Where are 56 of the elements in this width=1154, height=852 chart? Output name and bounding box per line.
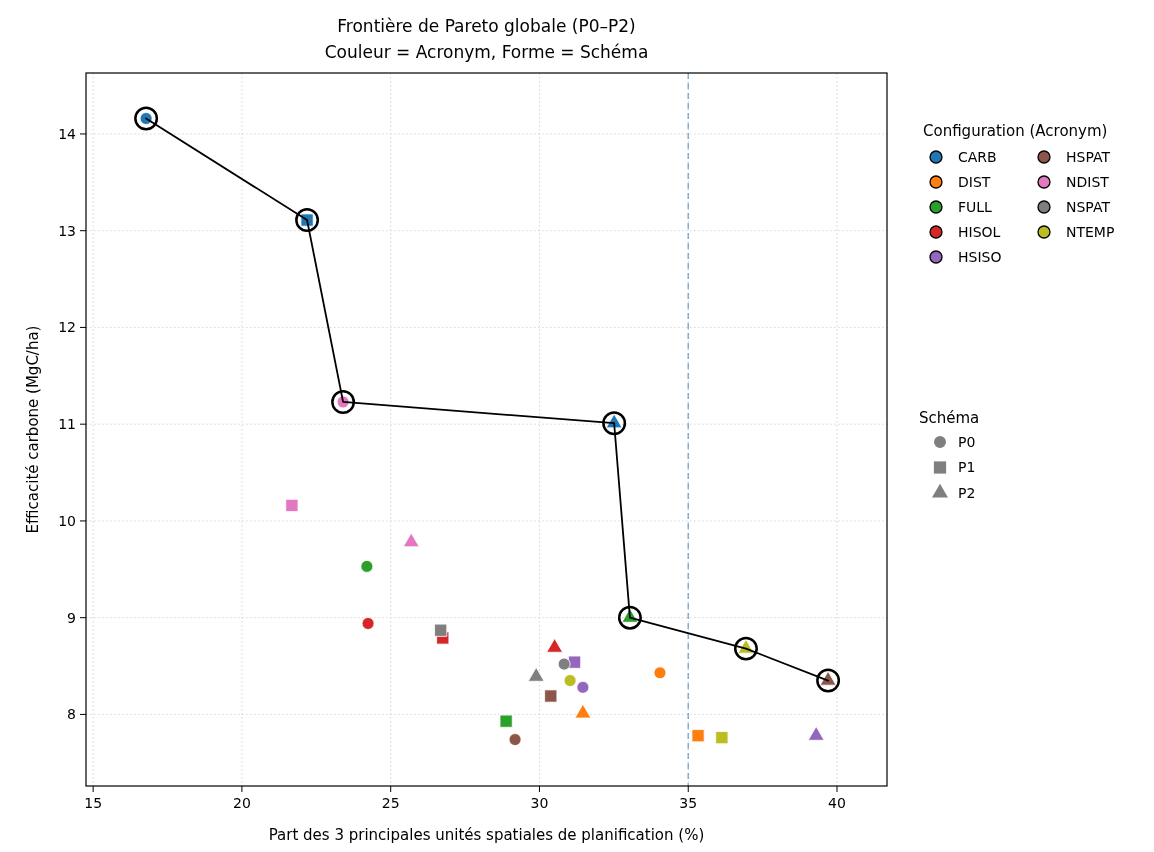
x-tick-label: 25: [381, 795, 400, 811]
legend-label: HISOL: [958, 223, 1001, 240]
x-tick-label: 40: [828, 795, 846, 811]
point: [434, 623, 448, 637]
point: [574, 703, 592, 719]
x-axis-title: Part des 3 principales unités spatiales de planification (%): [268, 826, 705, 844]
x-tick-label: 35: [679, 795, 698, 811]
y-tick-label: 10: [58, 512, 76, 529]
point: [134, 106, 159, 131]
point: [563, 674, 577, 687]
point: [733, 636, 758, 661]
y-tick-label: 14: [58, 125, 77, 142]
legend-label: HSPAT: [1066, 148, 1111, 165]
point: [546, 638, 564, 653]
point: [360, 560, 374, 573]
point: [499, 714, 513, 728]
point: [544, 689, 558, 703]
y-tick-label: 11: [58, 416, 76, 433]
point: [816, 668, 841, 693]
y-tick-label: 8: [67, 706, 76, 723]
point: [807, 726, 825, 741]
point: [602, 411, 627, 436]
point: [402, 532, 420, 548]
legend-label: NDIST: [1066, 173, 1110, 190]
point: [508, 733, 522, 746]
point: [653, 666, 667, 680]
chart-title: Frontière de Pareto globale (P0–P2): [337, 16, 636, 36]
y-tick-label: 13: [58, 222, 76, 239]
legend-label: HSISO: [958, 248, 1002, 265]
point: [285, 498, 299, 512]
legend-label: NTEMP: [1066, 223, 1115, 240]
text: Schéma: [919, 409, 980, 427]
legend-label: FULL: [958, 198, 993, 215]
text: P2: [958, 484, 976, 501]
text: P0: [958, 433, 976, 450]
x-tick-label: 15: [84, 795, 103, 811]
legend-label: CARB: [958, 148, 997, 165]
y-tick-label: 9: [67, 609, 76, 626]
legend-label: NSPAT: [1066, 198, 1111, 215]
y-tick-label: 12: [58, 319, 76, 336]
point: [576, 680, 590, 694]
y-axis-title: Efficacité carbone (MgC/ha): [24, 325, 42, 534]
point: [361, 617, 375, 630]
point: [715, 731, 729, 745]
chart-subtitle: Couleur = Acronym, Forme = Schéma: [324, 42, 649, 62]
legend-title: Configuration (Acronym): [923, 122, 1108, 140]
point: [617, 605, 642, 630]
x-tick-label: 20: [233, 795, 251, 811]
point: [527, 667, 545, 682]
point: [691, 729, 705, 743]
legend-label: DIST: [958, 173, 991, 190]
point: [295, 208, 320, 233]
point: [331, 389, 356, 414]
point: [557, 657, 571, 671]
text: P1: [958, 459, 976, 476]
x-tick-label: 30: [530, 795, 549, 811]
